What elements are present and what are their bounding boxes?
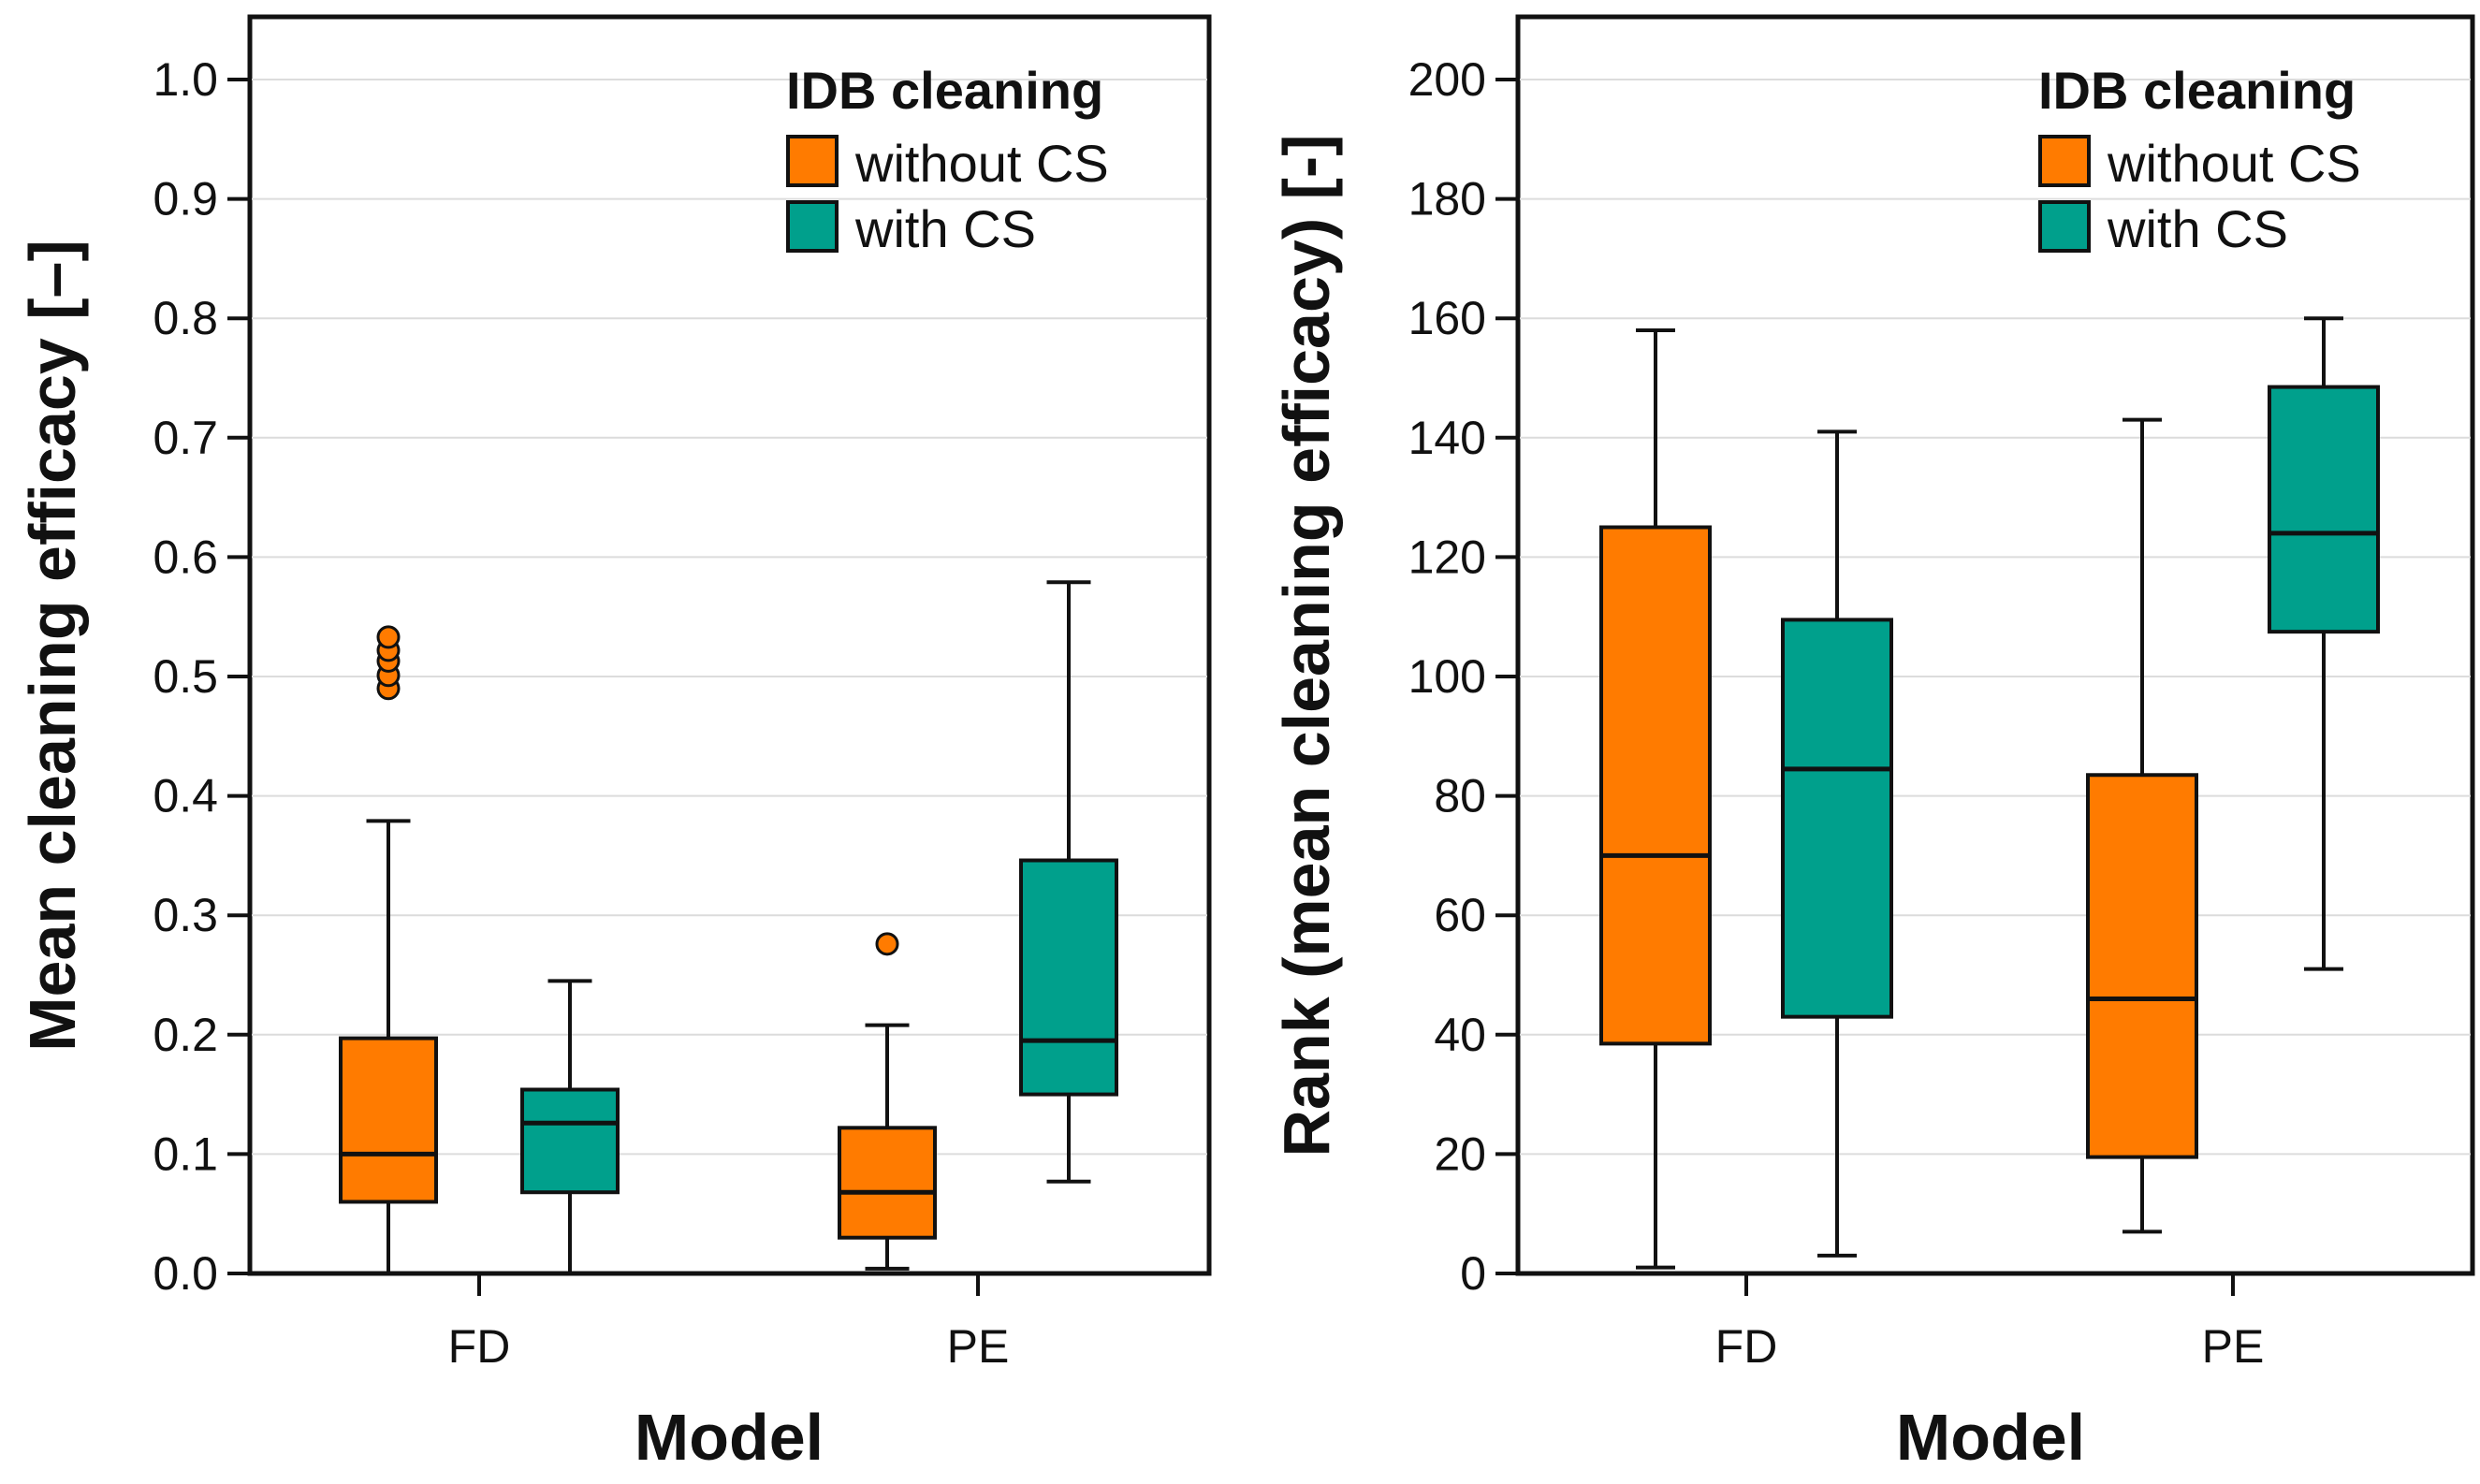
x-tick-pe-right: PE [2202, 1273, 2265, 1373]
y-tick-label: 60 [1434, 889, 1486, 941]
x-tick-label-pe-right: PE [2202, 1320, 2265, 1373]
box-without-cs-pe [838, 932, 937, 1271]
y-tick-label: 20 [1434, 1128, 1486, 1180]
legend-right: IDB cleaning without CS with CS [2038, 61, 2361, 258]
y-tick-label: 180 [1408, 173, 1486, 226]
box-without-cs-fd [339, 625, 438, 1275]
legend-title-left: IDB cleaning [786, 61, 1103, 120]
y-tick-label: 0.3 [153, 889, 218, 941]
y-tick-label: 0.6 [153, 531, 218, 583]
y-tick-label: 160 [1408, 292, 1486, 344]
plot-frame-right [1515, 14, 2475, 1276]
gridlines-left [252, 79, 1207, 1156]
box-with-cs-pe [1019, 580, 1118, 1184]
y-tick-label: 0.0 [153, 1247, 218, 1300]
box-body [1781, 618, 1893, 1019]
x-axis-title-right: Model [1896, 1401, 2085, 1474]
y-tick-label: 0.8 [153, 292, 218, 344]
y-tick-label: 0.4 [153, 770, 218, 822]
y-tick-label: 0 [1460, 1247, 1486, 1300]
y-tick-label: 0.2 [153, 1009, 218, 1061]
legend-label-without-cs-right: without CS [2107, 134, 2361, 193]
box-body [339, 1036, 438, 1204]
plot-frame-left [247, 14, 1212, 1276]
legend-label-without-cs-left: without CS [854, 134, 1109, 193]
legend-swatch-with-cs-right [2038, 200, 2091, 253]
x-tick-fd-left: FD [448, 1273, 511, 1373]
outlier-point [875, 932, 899, 956]
y-tick-label: 40 [1434, 1009, 1486, 1061]
legend-swatch-with-cs-left [786, 200, 839, 253]
y-axis-title-right: Rank (mean cleaning efficacy) [-] [1270, 134, 1343, 1157]
x-tick-pe-left: PE [947, 1273, 1010, 1373]
legend-label-with-cs-right: with CS [2107, 199, 2288, 258]
box-with-cs-fd [520, 979, 620, 1275]
y-ticks-right: 0 20 40 60 80 100 120 140 160 180 200 [1408, 53, 1518, 1300]
y-axis-title-left: Mean cleaning efficacy [–] [16, 240, 89, 1052]
box-body [1599, 525, 1712, 1046]
box-without-cs-pe [2086, 417, 2198, 1234]
y-tick-label: 0.7 [153, 412, 218, 464]
y-tick-label: 200 [1408, 53, 1486, 106]
outlier-point [376, 625, 401, 649]
y-tick-label: 1.0 [153, 53, 218, 106]
y-tick-label: 0.9 [153, 173, 218, 226]
box-body [520, 1087, 620, 1195]
y-tick-label: 140 [1408, 412, 1486, 464]
box-with-cs-pe [2268, 316, 2380, 971]
boxes-right [1599, 316, 2380, 1270]
y-tick-label: 0.5 [153, 650, 218, 703]
box-body [2268, 385, 2380, 634]
legend-left: IDB cleaning without CS with CS [786, 61, 1109, 258]
box-with-cs-fd [1781, 429, 1893, 1258]
x-tick-label-pe-left: PE [947, 1320, 1010, 1373]
box-body [838, 1126, 937, 1240]
box-without-cs-fd [1599, 327, 1712, 1270]
legend-title-right: IDB cleaning [2038, 61, 2356, 120]
legend-swatch-without-cs-left [786, 135, 839, 187]
x-tick-label-fd-left: FD [448, 1320, 511, 1373]
box-body [2086, 773, 2198, 1159]
boxes-left [339, 580, 1118, 1275]
y-tick-label: 80 [1434, 770, 1486, 822]
y-tick-label: 120 [1408, 531, 1486, 583]
legend-swatch-without-cs-right [2038, 135, 2091, 187]
x-tick-fd-right: FD [1715, 1273, 1778, 1373]
legend-label-with-cs-left: with CS [854, 199, 1036, 258]
y-tick-label: 100 [1408, 650, 1486, 703]
chart-left: 0.00.10.20.30.40.50.60.70.80.91.0 FD PE … [16, 14, 1212, 1474]
x-axis-title-left: Model [635, 1401, 824, 1474]
x-tick-label-fd-right: FD [1715, 1320, 1778, 1373]
y-tick-label: 0.1 [153, 1128, 218, 1180]
box-body [1019, 858, 1118, 1097]
y-ticks-left: 0.0 0.1 0.2 0.3 0.4 0.5 0.6 0.7 0.8 0.9 1.0 [153, 53, 250, 1300]
